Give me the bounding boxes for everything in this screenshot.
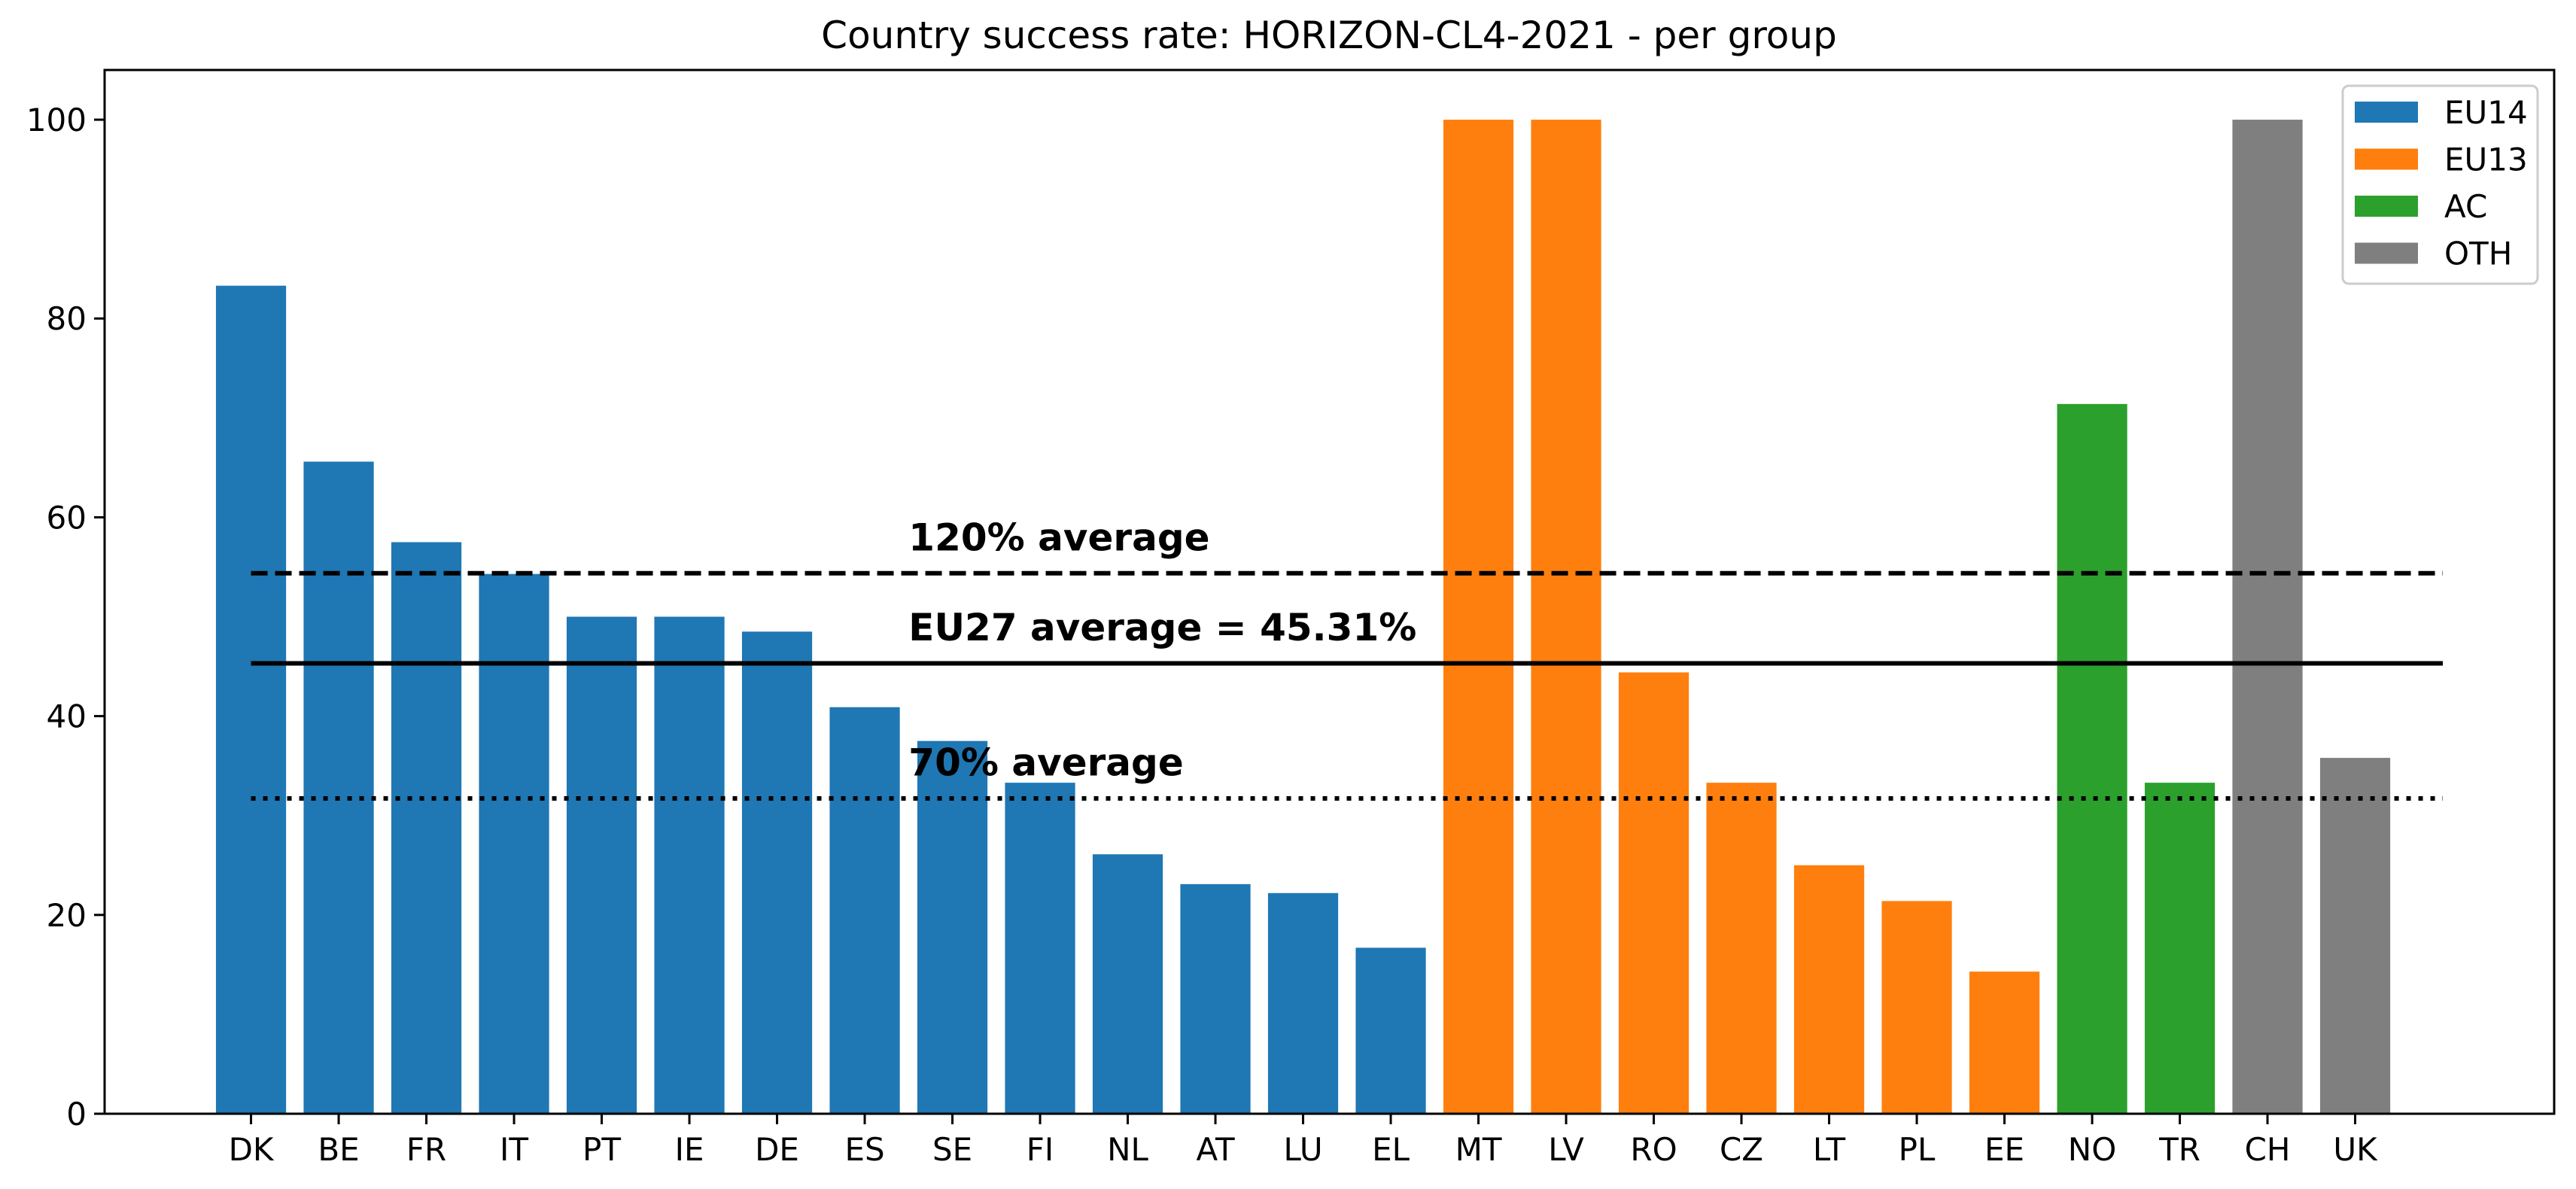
y-tick-label: 0 [66,1096,87,1133]
x-tick-label: TR [2158,1131,2200,1168]
70-percent-average-label: 70% average [908,741,1183,785]
x-tick-label: CH [2245,1131,2291,1168]
bar-de [741,631,813,1114]
x-tick-label: DK [229,1131,275,1168]
legend-swatch-eu14 [2355,102,2418,123]
bar-no [2057,403,2127,1114]
x-tick-label: FR [406,1131,446,1168]
120-percent-average-label: 120% average [908,515,1209,559]
eu27-average-label: EU27 average = 45.31% [908,606,1416,649]
x-tick-label: DE [755,1131,799,1168]
bar-lv [1531,120,1601,1114]
x-tick-label: SE [932,1131,972,1168]
y-tick-label: 40 [47,698,87,735]
bar-mt [1443,120,1514,1114]
bar-nl [1092,854,1163,1114]
bar-lu [1267,893,1339,1114]
legend-swatch-oth [2355,242,2418,264]
y-tick-label: 100 [26,102,87,138]
axes-frame [103,68,2556,1115]
bar-lt [1793,865,1865,1114]
bar-it [479,573,549,1114]
x-tick-label: AT [1196,1131,1234,1168]
bar-pl [1881,901,1952,1114]
x-tick-label: ES [844,1131,884,1168]
x-tick-label: LU [1284,1131,1323,1168]
x-tick-label: NL [1107,1131,1148,1168]
bar-ro [1618,672,1689,1114]
bar-se [917,740,988,1114]
x-tick-label: IT [500,1131,528,1168]
bar-uk [2319,758,2391,1114]
x-tick-label: EE [1984,1131,2024,1168]
x-tick-label: MT [1455,1131,1502,1168]
bar-ee [1969,972,2040,1114]
legend-label-eu14: EU14 [2444,94,2528,131]
bar-el [1355,947,1426,1114]
bar-es [829,707,900,1114]
legend-label-ac: AC [2444,188,2487,225]
bar-pt [566,616,637,1114]
bar-fi [1005,783,1075,1114]
legend: EU14 EU13 AC OTH [2341,84,2539,285]
chart-title: Country success rate: HORIZON-CL4-2021 -… [821,14,1837,57]
x-tick-label: FI [1026,1131,1054,1168]
x-tick-label: RO [1630,1131,1677,1168]
x-tick-label: PT [582,1131,621,1168]
bar-fr [391,542,462,1114]
legend-swatch-eu13 [2355,148,2418,170]
y-tick-label: 80 [47,300,87,337]
x-tick-label: UK [2333,1131,2378,1168]
x-tick-label: NO [2068,1131,2116,1168]
x-tick-label: LT [1813,1131,1846,1168]
bar-tr [2144,783,2216,1114]
legend-label-oth: OTH [2444,236,2512,272]
bar-at [1180,883,1251,1114]
y-tick-label: 60 [47,499,87,536]
bar-be [303,461,374,1114]
x-tick-label: PL [1899,1131,1936,1168]
x-tick-label: BE [318,1131,359,1168]
x-tick-label: LV [1548,1131,1584,1168]
bar-ie [654,616,725,1114]
x-tick-label: EL [1372,1131,1410,1168]
x-tick-label: CZ [1720,1131,1763,1168]
bar-cz [1706,783,1777,1114]
legend-label-eu13: EU13 [2444,141,2528,178]
bar-ch [2232,120,2303,1114]
x-tick-label: IE [675,1131,704,1168]
legend-swatch-ac [2355,196,2418,217]
bar-dk [215,285,287,1114]
y-tick-label: 20 [47,897,87,934]
legend-box [2341,84,2539,285]
